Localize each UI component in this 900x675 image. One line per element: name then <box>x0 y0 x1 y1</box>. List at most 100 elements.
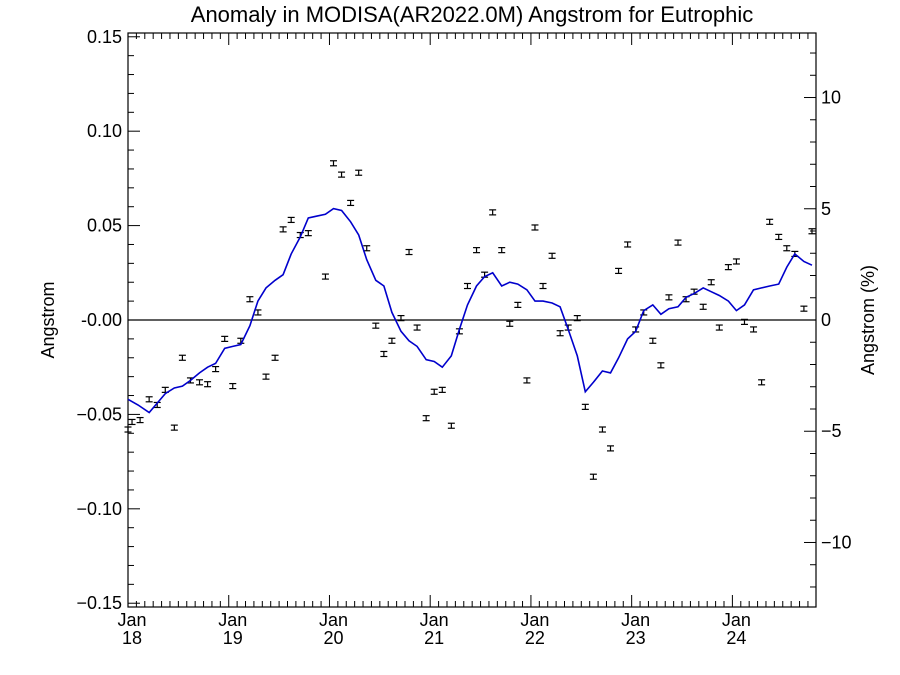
x-tick-label-month: Jan <box>218 610 247 630</box>
data-point <box>598 426 606 433</box>
data-point <box>287 216 295 224</box>
data-point <box>649 337 657 344</box>
x-tick-label-year: 20 <box>323 628 343 648</box>
right-y-axis: 10 5 0 −5 −10 <box>804 52 852 588</box>
x-tick-label-year: 18 <box>122 628 142 648</box>
data-point <box>246 296 254 303</box>
data-point <box>808 228 816 235</box>
data-point <box>271 354 279 361</box>
data-point <box>657 362 665 369</box>
data-point <box>447 422 455 429</box>
data-point <box>463 282 471 290</box>
data-point <box>422 415 430 422</box>
data-point <box>355 169 363 176</box>
data-point <box>615 267 623 275</box>
data-point <box>581 403 589 410</box>
data-point <box>196 379 204 386</box>
data-point <box>506 320 514 327</box>
y-tick-label: −0.15 <box>76 593 122 613</box>
data-point <box>699 303 707 310</box>
y2-axis-label: Angstrom (%) <box>858 265 878 375</box>
data-point <box>329 160 337 167</box>
data-point <box>775 233 783 241</box>
data-point <box>724 264 732 271</box>
data-point <box>204 381 212 388</box>
data-point <box>539 282 547 290</box>
data-point <box>531 224 539 231</box>
data-point <box>136 416 144 424</box>
data-point <box>607 445 615 452</box>
data-point <box>170 424 178 431</box>
x-tick-label-year: 24 <box>726 628 746 648</box>
y2-tick-label: 5 <box>821 199 831 219</box>
y-tick-label: 0.10 <box>87 121 122 141</box>
data-point <box>405 248 413 256</box>
data-point <box>397 315 405 322</box>
data-point <box>178 354 186 361</box>
x-tick-label-year: 22 <box>525 628 545 648</box>
x-tick-label-year: 23 <box>626 628 646 648</box>
data-point <box>388 337 396 344</box>
data-point <box>145 396 153 403</box>
data-point <box>589 473 597 480</box>
data-point <box>783 245 791 252</box>
data-point <box>430 388 438 395</box>
data-point <box>380 350 388 358</box>
y2-tick-label: −10 <box>821 532 852 552</box>
data-point <box>124 426 132 433</box>
y-tick-label: −0.05 <box>76 404 122 424</box>
y2-tick-label: 10 <box>821 88 841 108</box>
data-point <box>321 273 329 280</box>
data-point <box>514 301 522 309</box>
x-tick-label-year: 21 <box>424 628 444 648</box>
data-point <box>279 226 287 233</box>
data-point <box>347 199 355 207</box>
data-point <box>707 279 715 286</box>
left-y-axis: 0.15 0.10 0.05 -0.00 −0.05 −0.10 −0.15 <box>76 27 140 613</box>
data-point <box>523 377 531 384</box>
data-point <box>766 218 774 225</box>
data-point <box>413 324 421 331</box>
data-point <box>473 247 481 254</box>
data-point <box>732 258 740 265</box>
data-point <box>800 305 808 312</box>
data-point <box>715 324 723 331</box>
y2-tick-label: 0 <box>821 310 831 330</box>
y-tick-label: 0.15 <box>87 27 122 47</box>
x-tick-label-month: Jan <box>319 610 348 630</box>
data-point <box>674 239 682 246</box>
y-tick-label: −0.10 <box>76 499 122 519</box>
y-tick-label: 0.05 <box>87 216 122 236</box>
y-tick-label: -0.00 <box>81 310 122 330</box>
data-point <box>438 386 446 393</box>
data-point <box>128 418 136 426</box>
data-point <box>624 241 632 248</box>
x-tick-label-year: 19 <box>223 628 243 648</box>
x-tick-label-month: Jan <box>420 610 449 630</box>
data-point <box>750 326 758 333</box>
data-point <box>489 209 497 216</box>
running-mean-line <box>127 207 813 414</box>
data-point <box>548 252 556 259</box>
x-tick-label-month: Jan <box>621 610 650 630</box>
x-tick-label-month: Jan <box>117 610 146 630</box>
x-tick-label-month: Jan <box>722 610 751 630</box>
data-point <box>221 335 229 342</box>
data-point <box>665 294 673 301</box>
data-point <box>372 322 380 329</box>
data-point <box>212 365 220 373</box>
data-point <box>758 379 766 386</box>
data-point <box>556 330 564 337</box>
data-point <box>338 171 346 178</box>
data-point <box>262 373 270 380</box>
data-point <box>304 230 312 237</box>
data-point <box>740 318 748 325</box>
chart-title: Anomaly in MODISA(AR2022.0M) Angstrom fo… <box>191 2 753 27</box>
data-point <box>229 382 237 390</box>
y2-tick-label: −5 <box>821 421 842 441</box>
data-point <box>498 247 506 254</box>
x-tick-label-month: Jan <box>520 610 549 630</box>
y-axis-label: Angstrom <box>38 281 58 358</box>
